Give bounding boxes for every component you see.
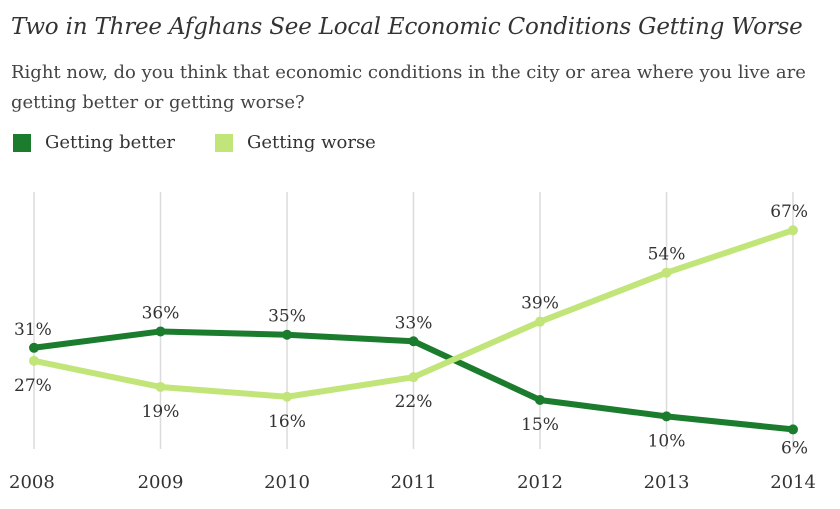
data-label-getting-better-2011: 33% [395, 313, 433, 333]
data-point-getting-better-2013 [661, 411, 672, 422]
legend: Getting better Getting worse [13, 132, 416, 153]
data-point-getting-better-2008 [29, 342, 39, 353]
data-label-getting-worse-2010: 16% [268, 412, 306, 432]
data-point-getting-worse-2008 [29, 355, 39, 366]
x-tick-label-2010: 2010 [264, 472, 310, 493]
x-tick-label-2014: 2014 [770, 472, 816, 493]
x-tick-label-2011: 2011 [391, 472, 437, 493]
x-tick-label-2009: 2009 [138, 472, 184, 493]
data-point-getting-worse-2013 [661, 267, 672, 278]
legend-swatch-getting-better [13, 133, 31, 152]
data-point-getting-worse-2010 [282, 391, 292, 402]
x-tick-label-2012: 2012 [517, 472, 563, 493]
data-label-getting-better-2010: 35% [268, 307, 306, 327]
legend-item-getting-better: Getting better [13, 132, 175, 153]
data-point-getting-worse-2011 [408, 372, 419, 383]
data-label-getting-better-2008: 31% [14, 320, 52, 340]
data-point-getting-better-2010 [282, 329, 292, 340]
data-point-getting-better-2009 [155, 326, 166, 337]
legend-item-getting-worse: Getting worse [215, 132, 376, 153]
chart-subtitle: Right now, do you think that economic co… [11, 62, 806, 113]
data-label-getting-better-2009: 36% [142, 303, 180, 323]
data-label-getting-worse-2009: 19% [142, 402, 180, 422]
data-label-getting-worse-2011: 22% [395, 392, 433, 412]
data-label-getting-better-2014: 6% [781, 438, 808, 458]
data-point-getting-worse-2012 [535, 316, 545, 327]
data-point-getting-better-2014 [788, 424, 798, 435]
legend-swatch-getting-worse [215, 133, 233, 152]
legend-label-getting-better: Getting better [45, 132, 175, 153]
data-label-getting-better-2012: 15% [521, 415, 559, 435]
data-label-getting-worse-2012: 39% [521, 294, 559, 314]
chart-title: Two in Three Afghans See Local Economic … [11, 14, 803, 40]
legend-label-getting-worse: Getting worse [247, 132, 376, 153]
data-point-getting-worse-2009 [155, 381, 166, 392]
data-label-getting-worse-2008: 27% [14, 376, 52, 396]
data-label-getting-worse-2013: 54% [648, 245, 686, 265]
data-label-getting-worse-2014: 67% [770, 202, 808, 222]
x-tick-label-2013: 2013 [644, 472, 690, 493]
data-point-getting-worse-2014 [788, 225, 798, 236]
data-point-getting-better-2011 [408, 336, 419, 347]
data-label-getting-better-2013: 10% [648, 431, 686, 451]
data-point-getting-better-2012 [535, 395, 545, 406]
x-tick-label-2008: 2008 [9, 472, 55, 493]
